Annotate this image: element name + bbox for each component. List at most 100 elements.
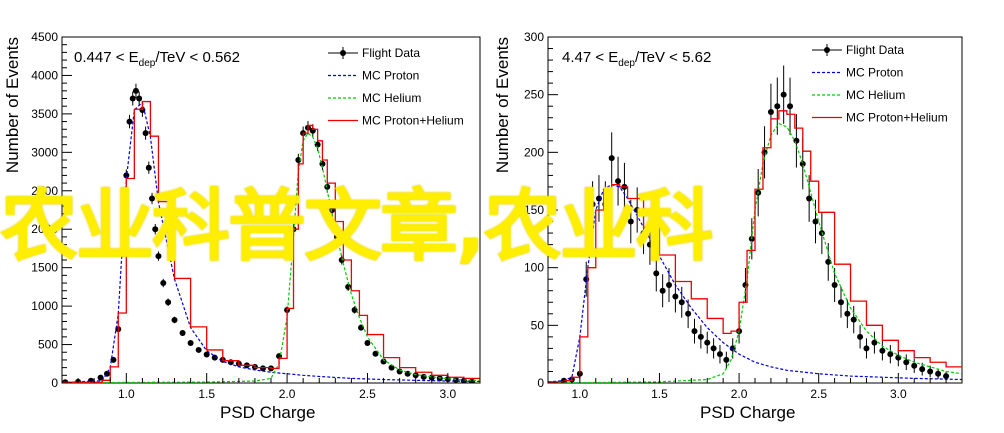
data-point [203,351,210,358]
x-tick-label: 2.5 [359,387,376,401]
legend-label: MC Proton [362,69,419,83]
data-point [723,356,730,363]
data-point [716,351,723,358]
data-point [825,258,832,265]
data-point [165,299,172,306]
data-point [160,280,167,287]
legend-item: MC Proton [812,66,903,80]
plot-area-left [62,83,480,383]
x-tick-label: 2.0 [279,387,296,401]
data-point [333,233,340,240]
data-point [935,370,942,377]
y-tick-label: 250 [524,88,544,102]
series-mc-helium-right [548,122,962,383]
legend-item: Flight Data [328,46,420,60]
y-tick-label: 0 [51,376,58,390]
y-tick-label: 2500 [31,184,58,198]
data-point [136,95,143,102]
y-tick-label: 3000 [31,145,58,159]
data-point [364,340,371,347]
data-point [850,316,857,323]
data-point [704,339,711,346]
data-point [259,365,266,372]
legend-item: MC Helium [328,91,421,105]
plot-area-right [548,65,962,383]
legend-item: MC Proton+Helium [328,114,464,128]
data-point [126,118,133,125]
data-point [903,359,910,366]
data-point [927,368,934,375]
data-point [697,333,704,340]
series-mc-proton-left [62,101,480,383]
energy-range-right: 4.47 < Edep/TeV < 5.62 [562,49,711,69]
y-tick-label: 50 [531,318,545,332]
y-tick-label: 0 [537,376,544,390]
data-point [110,356,117,363]
legend-item: Flight Data [812,43,904,57]
legend-label: MC Proton [846,66,903,80]
data-point [123,172,130,179]
y-tick-label: 150 [524,203,544,217]
data-point [329,207,336,213]
x-tick-label: 3.0 [890,387,907,401]
data-point [420,373,427,380]
y-tick-label: 3500 [31,107,58,121]
energy-range-left: 0.447 < Edep/TeV < 0.562 [74,49,240,69]
series-mc-helium-left [62,132,480,383]
data-point [879,347,886,354]
data-point [97,374,104,381]
data-point [132,87,139,94]
data-point [351,306,358,313]
y-tick-label: 1500 [31,261,58,275]
x-axis-title-right: PSD Charge [700,403,795,422]
data-point [678,299,685,306]
data-point [659,287,666,294]
data-point [767,108,774,115]
legend-label: Flight Data [362,46,420,60]
data-point [793,137,800,144]
legend-item: MC Helium [812,88,905,102]
data-point [149,195,156,202]
data-point [666,281,673,288]
data-point [799,160,806,167]
legend-label: MC Proton+Helium [362,114,464,128]
legend-item: MC Proton [328,69,419,83]
x-axis-title-left: PSD Charge [220,403,315,422]
series-flight-data-right [560,65,950,383]
data-point [608,155,615,162]
y-axis-title-right: Number of Events [493,37,512,173]
data-point [887,351,894,358]
data-point [774,103,781,110]
y-tick-label: 4000 [31,68,58,82]
y-tick-label: 100 [524,261,544,275]
data-point [129,95,136,102]
x-tick-label: 1.0 [572,387,589,401]
data-point [871,339,878,346]
data-point [646,241,653,248]
data-point [211,354,218,361]
x-tick-label: 1.5 [198,387,215,401]
data-point [787,103,794,110]
data-point [780,91,787,98]
data-point [831,281,838,288]
x-tick-label: 3.0 [440,387,457,401]
y-tick-label: 200 [524,145,544,159]
data-point [634,207,641,213]
y-tick-label: 300 [524,30,544,44]
x-tick-label: 2.0 [731,387,748,401]
chart-left: 1.0 1.5 2.0 2.5 3.0 0 500 1000 1500 2000 2500 3000 3… [3,30,481,422]
data-point [837,299,844,306]
data-point [812,218,819,225]
data-point [615,178,622,185]
data-point [911,362,918,369]
data-point [152,226,159,233]
data-point [142,130,149,137]
x-tick-label: 1.5 [651,387,668,401]
data-point [844,310,851,317]
legend-right: Flight Data MC Proton MC Helium MC Proton+H… [812,43,948,125]
data-point [171,316,178,323]
legend-swatch [824,47,830,53]
data-point [653,270,660,277]
data-point [895,354,902,361]
